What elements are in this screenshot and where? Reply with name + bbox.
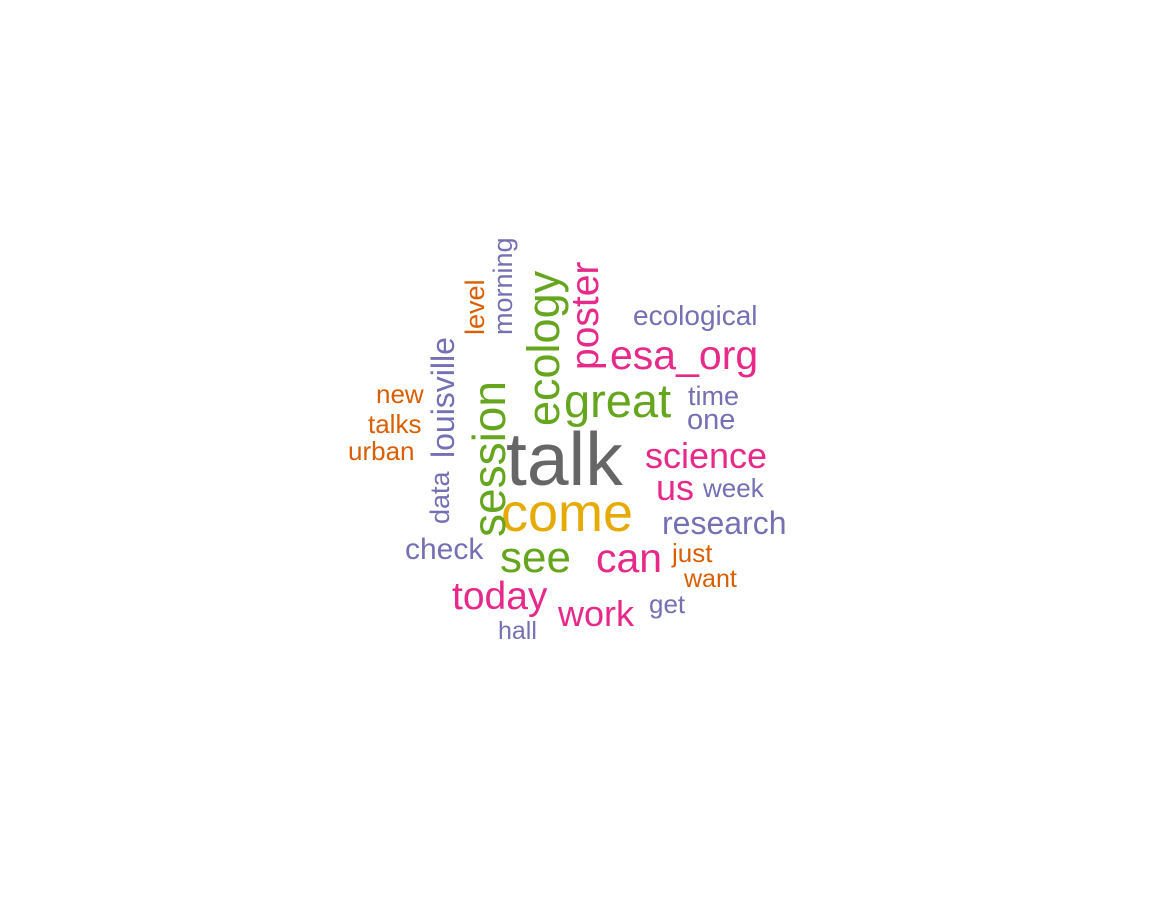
word-urban: urban [348, 436, 415, 466]
word-one: one [687, 404, 736, 436]
word-research: research [662, 505, 787, 541]
word-hall: hall [498, 617, 537, 645]
word-work: work [558, 593, 635, 634]
word-come: come [501, 483, 634, 543]
word-morning: morning [488, 237, 518, 335]
word-talk: talk [506, 417, 623, 501]
word-see: see [500, 533, 571, 582]
word-session: session [463, 381, 515, 537]
word-can: can [596, 535, 663, 581]
word-check: check [405, 533, 484, 566]
word-want: want [684, 565, 737, 593]
word-week: week [703, 473, 764, 503]
word-poster: poster [564, 261, 607, 370]
word-great: great [564, 374, 672, 427]
word-today: today [452, 575, 548, 618]
word-us: us [656, 467, 695, 508]
word-data: data [425, 471, 455, 524]
word-new: new [376, 379, 424, 409]
word-ecology: ecology [518, 270, 569, 426]
word-science: science [645, 435, 768, 476]
word-get: get [649, 589, 686, 619]
word-level: level [460, 279, 490, 335]
word-ecological: ecological [633, 300, 758, 331]
word-just: just [672, 538, 713, 568]
word-louisville: louisville [425, 337, 461, 458]
word-esa_org: esa_org [610, 332, 759, 378]
word-talks: talks [368, 409, 422, 439]
word-time: time [688, 381, 740, 411]
